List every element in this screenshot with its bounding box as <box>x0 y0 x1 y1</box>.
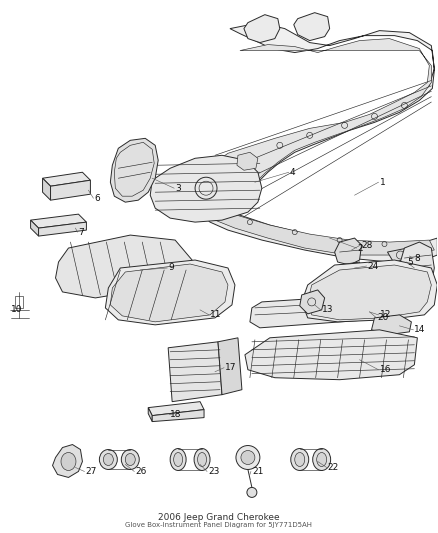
Ellipse shape <box>61 453 76 471</box>
Text: 26: 26 <box>135 467 147 476</box>
Text: 11: 11 <box>210 310 222 319</box>
Bar <box>14 296 23 308</box>
Text: 27: 27 <box>85 467 97 476</box>
Text: 9: 9 <box>168 263 174 272</box>
Text: 23: 23 <box>208 467 219 476</box>
Polygon shape <box>237 152 258 170</box>
Polygon shape <box>148 402 204 416</box>
Polygon shape <box>218 338 242 394</box>
Polygon shape <box>42 178 50 200</box>
Text: 8: 8 <box>414 254 420 263</box>
Polygon shape <box>308 265 431 320</box>
Polygon shape <box>244 15 280 43</box>
Polygon shape <box>110 264 228 322</box>
Text: 20: 20 <box>378 313 389 322</box>
Ellipse shape <box>99 449 117 470</box>
Ellipse shape <box>194 449 210 471</box>
Polygon shape <box>168 342 222 402</box>
Ellipse shape <box>198 453 207 466</box>
Polygon shape <box>208 38 431 198</box>
Polygon shape <box>300 290 325 314</box>
Polygon shape <box>150 155 262 222</box>
Ellipse shape <box>295 453 305 466</box>
Polygon shape <box>42 172 90 186</box>
Text: 24: 24 <box>367 262 379 271</box>
Text: 5: 5 <box>407 257 413 266</box>
Ellipse shape <box>173 453 183 466</box>
Ellipse shape <box>291 449 309 471</box>
Text: Glove Box-Instrument Panel Diagram for 5JY771D5AH: Glove Box-Instrument Panel Diagram for 5… <box>126 522 312 528</box>
Text: 2: 2 <box>357 244 363 253</box>
Text: 4: 4 <box>290 168 295 177</box>
Text: 7: 7 <box>78 228 84 237</box>
Polygon shape <box>106 260 235 325</box>
Polygon shape <box>31 220 39 236</box>
Text: 3: 3 <box>175 184 181 193</box>
Polygon shape <box>53 445 82 478</box>
Text: 28: 28 <box>361 240 373 249</box>
Polygon shape <box>200 200 437 262</box>
Polygon shape <box>335 238 361 265</box>
Text: 13: 13 <box>321 305 333 314</box>
Text: 16: 16 <box>379 365 391 374</box>
Ellipse shape <box>317 453 327 466</box>
Polygon shape <box>215 208 434 255</box>
Polygon shape <box>198 22 434 205</box>
Ellipse shape <box>170 449 186 471</box>
Text: 22: 22 <box>328 463 339 472</box>
Polygon shape <box>148 408 152 422</box>
Polygon shape <box>152 410 204 422</box>
Polygon shape <box>371 315 411 335</box>
Text: 12: 12 <box>379 310 391 319</box>
Ellipse shape <box>313 449 331 471</box>
Text: 1: 1 <box>379 177 385 187</box>
Polygon shape <box>31 214 86 228</box>
Text: 14: 14 <box>414 325 426 334</box>
Ellipse shape <box>241 450 255 464</box>
Text: 17: 17 <box>225 363 237 372</box>
Text: 21: 21 <box>252 467 263 476</box>
Polygon shape <box>39 222 86 236</box>
Ellipse shape <box>236 446 260 470</box>
Polygon shape <box>50 180 90 200</box>
Polygon shape <box>388 248 413 262</box>
Ellipse shape <box>103 454 113 465</box>
Text: 18: 18 <box>170 410 182 419</box>
Polygon shape <box>110 139 158 202</box>
Text: 6: 6 <box>95 193 100 203</box>
Polygon shape <box>245 330 417 379</box>
Text: 10: 10 <box>11 305 22 314</box>
Polygon shape <box>302 260 437 322</box>
Polygon shape <box>56 235 192 298</box>
Ellipse shape <box>247 487 257 497</box>
Text: 2006 Jeep Grand Cherokee: 2006 Jeep Grand Cherokee <box>158 513 280 522</box>
Ellipse shape <box>121 449 139 470</box>
Polygon shape <box>339 262 361 276</box>
Polygon shape <box>397 242 434 290</box>
Polygon shape <box>294 13 330 41</box>
Ellipse shape <box>125 454 135 465</box>
Polygon shape <box>250 295 399 328</box>
